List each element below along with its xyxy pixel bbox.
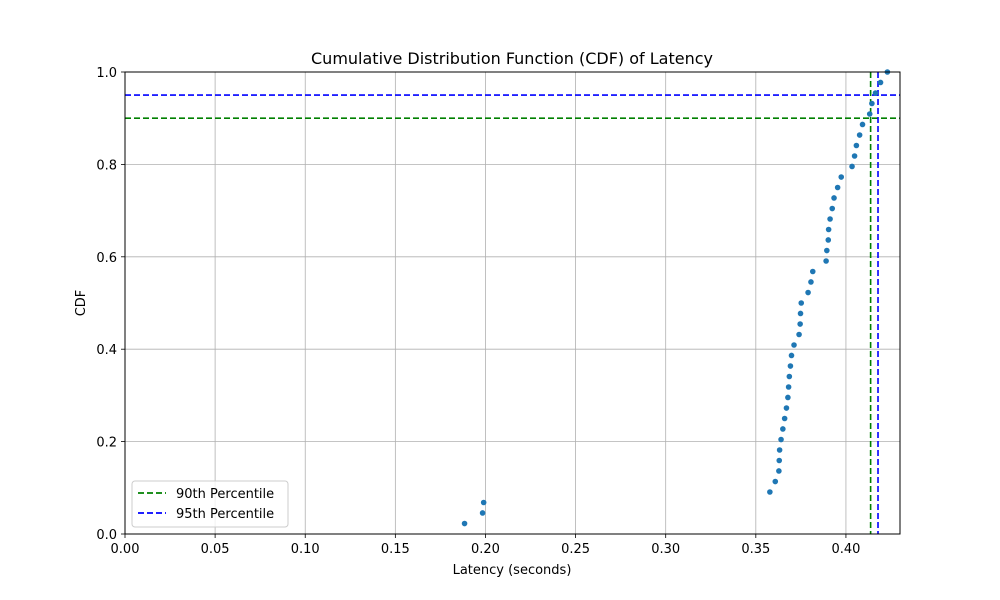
data-point (798, 300, 805, 306)
legend-label-90th: 90th Percentile (176, 487, 274, 502)
data-point (778, 436, 784, 443)
data-point (797, 321, 803, 327)
data-point (783, 405, 790, 411)
data-point (781, 415, 788, 422)
data-point (786, 373, 793, 380)
x-tick-label: 0.35 (741, 542, 770, 557)
data-point (787, 363, 794, 369)
x-tick-label: 0.30 (651, 542, 680, 557)
x-tick-label: 0.05 (201, 542, 230, 557)
x-tick-label: 0.15 (381, 542, 410, 557)
data-point (479, 510, 486, 516)
data-point (824, 247, 830, 254)
data-point (829, 205, 836, 212)
data-point (797, 310, 804, 317)
data-point (788, 352, 795, 359)
data-point (808, 279, 814, 285)
data-point (859, 121, 866, 128)
data-point (831, 195, 837, 201)
data-point (767, 489, 773, 495)
data-point (853, 142, 860, 149)
legend-label-95th: 95th Percentile (176, 507, 274, 522)
data-point (838, 174, 845, 180)
x-tick-label: 0.40 (831, 542, 860, 557)
data-point (796, 331, 802, 338)
data-point (776, 468, 782, 474)
data-point (785, 384, 792, 390)
data-point (872, 90, 879, 96)
legend: 90th Percentile 95th Percentile (131, 480, 289, 528)
y-tick-label: 0.6 (96, 251, 117, 266)
x-tick-label: 0.25 (561, 542, 590, 557)
data-point (461, 520, 468, 527)
y-tick-label: 0.8 (96, 158, 117, 173)
data-point (776, 447, 783, 453)
data-point (851, 153, 858, 159)
y-tick-label: 0.2 (96, 436, 117, 451)
data-point (825, 237, 832, 243)
data-point (805, 289, 811, 296)
data-point (827, 216, 833, 222)
data-point (776, 457, 783, 464)
data-point (809, 268, 816, 275)
y-tick-label: 0.0 (96, 528, 117, 543)
plot-frame (124, 71, 901, 535)
percentile-lines (125, 72, 900, 534)
data-point (849, 163, 855, 170)
data-points (461, 69, 891, 527)
legend-box (131, 480, 289, 528)
y-axis-ticks: 0.0 0.2 0.4 0.6 0.8 1.0 (96, 66, 125, 543)
x-tick-label: 0.10 (291, 542, 320, 557)
data-point (823, 258, 829, 264)
x-tick-label: 0.20 (471, 542, 500, 557)
data-point (825, 226, 832, 233)
x-axis-ticks: 0.00 0.05 0.10 0.15 0.20 0.25 0.30 0.35 0.40 (111, 534, 860, 557)
y-tick-label: 1.0 (96, 66, 117, 81)
data-point (780, 426, 786, 432)
y-tick-label: 0.4 (96, 343, 117, 358)
x-tick-label: 0.00 (111, 542, 140, 557)
data-point (791, 342, 797, 348)
data-point (785, 394, 791, 401)
data-point (877, 79, 884, 86)
y-axis-label: CDF (74, 290, 89, 317)
x-axis-label: Latency (seconds) (453, 563, 572, 578)
data-point (834, 184, 841, 191)
data-point (866, 111, 873, 117)
data-point (856, 132, 863, 138)
data-point (480, 499, 487, 506)
chart-title: Cumulative Distribution Function (CDF) o… (311, 49, 713, 68)
data-point (772, 478, 779, 485)
data-point (869, 100, 875, 107)
